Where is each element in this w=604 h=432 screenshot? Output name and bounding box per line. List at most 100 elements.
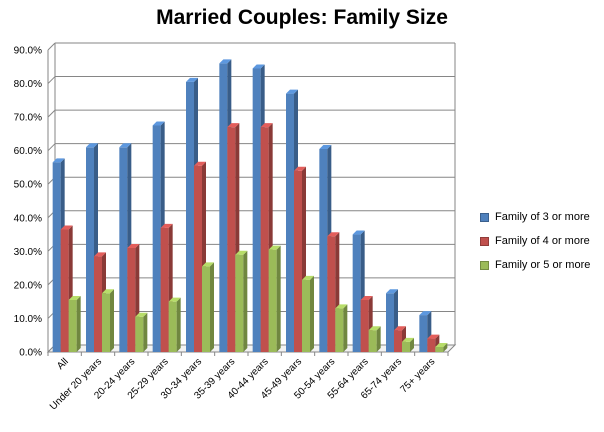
bar-1 [219, 63, 228, 353]
y-tick-label: 10.0% [14, 314, 42, 325]
bar-top-2 [427, 334, 440, 339]
bar-1 [86, 147, 94, 352]
bar-1 [186, 81, 194, 352]
bar-side-3 [310, 275, 314, 352]
bar-1 [252, 68, 261, 352]
bar-side-3 [76, 295, 81, 352]
bar-side-3 [143, 312, 148, 352]
bar-top-3 [135, 312, 148, 317]
bar-top-1 [252, 64, 265, 69]
legend-item-series-3: Family or 5 or more [480, 253, 590, 277]
bar-2 [127, 247, 136, 352]
legend-label-series-3: Family or 5 or more [495, 259, 591, 271]
bar-top-3 [268, 245, 281, 250]
y-tick-label: 20.0% [14, 280, 42, 291]
y-tick-label: 60.0% [14, 146, 42, 157]
legend-item-series-2: Family of 4 or more [480, 229, 590, 253]
bar-2 [260, 127, 269, 352]
y-tick-label: 70.0% [14, 113, 42, 124]
x-tick-label: All [55, 356, 71, 372]
y-tick-label: 40.0% [14, 213, 42, 224]
bar-top-2 [60, 225, 73, 230]
bar-3 [68, 299, 77, 352]
bar-top-3 [102, 289, 114, 294]
gridline-side [47, 76, 56, 84]
bar-top-2 [327, 232, 340, 237]
y-tick-label: 50.0% [14, 180, 42, 191]
legend-swatch-series-3 [480, 260, 489, 270]
bar-top-3 [202, 262, 214, 267]
bar-top-1 [352, 230, 365, 235]
bar-top-1 [86, 143, 98, 148]
bar-3 [402, 341, 410, 352]
bar-side-3 [410, 337, 414, 352]
chart-legend: Family of 3 or more Family of 4 or more … [480, 205, 590, 277]
bar-1 [152, 125, 161, 352]
bar-top-3 [302, 275, 314, 280]
bar-1 [286, 93, 294, 352]
bar-3 [268, 249, 277, 352]
chart-title: Married Couples: Family Size [156, 6, 448, 29]
y-tick-label: 30.0% [14, 247, 42, 258]
bar-2 [194, 165, 202, 352]
bar-2 [160, 227, 169, 352]
gridline-side [47, 109, 56, 118]
bar-top-2 [294, 166, 306, 171]
bar-2 [327, 236, 336, 352]
legend-swatch-series-1 [480, 212, 489, 222]
bar-top-1 [186, 77, 198, 82]
bar-1 [386, 293, 394, 352]
bar-top-3 [168, 297, 181, 302]
bar-top-3 [68, 295, 81, 300]
bar-3 [302, 279, 310, 352]
bar-2 [227, 127, 236, 352]
bar-top-2 [94, 252, 106, 257]
bar-top-3 [368, 326, 381, 331]
bar-top-2 [194, 161, 206, 166]
legend-item-series-1: Family of 3 or more [480, 205, 590, 229]
x-tick-label: 75+ years [398, 356, 437, 395]
bar-top-1 [286, 89, 298, 94]
legend-swatch-series-2 [480, 236, 489, 246]
bar-top-2 [160, 223, 173, 228]
bar-3 [235, 254, 244, 352]
bar-top-2 [127, 243, 140, 248]
bar-top-1 [152, 121, 165, 126]
bar-2 [60, 229, 69, 352]
bar-top-3 [402, 337, 414, 342]
bar-3 [202, 266, 210, 352]
bar-3 [335, 308, 344, 352]
bar-3 [368, 330, 377, 352]
bar-3 [168, 301, 177, 352]
bar-side-3 [276, 245, 281, 352]
bar-2 [360, 299, 369, 352]
bar-top-3 [335, 304, 348, 309]
bar-top-3 [435, 342, 448, 347]
bar-2 [294, 170, 302, 352]
bar-top-2 [260, 123, 273, 128]
bar-top-1 [219, 59, 232, 64]
bar-1 [52, 162, 61, 352]
bar-top-1 [52, 158, 65, 163]
bar-side-3 [243, 250, 248, 352]
bar-1 [352, 234, 361, 352]
y-tick-label: 80.0% [14, 79, 42, 90]
bar-side-3 [210, 262, 214, 352]
legend-label-series-1: Family of 3 or more [495, 211, 590, 223]
bar-top-2 [360, 295, 373, 300]
bar-side-3 [343, 304, 348, 352]
y-tick-label: 0.0% [19, 348, 42, 359]
bar-side-3 [376, 326, 381, 352]
bar-top-2 [394, 326, 406, 331]
bar-side-3 [110, 289, 114, 352]
bar-side-3 [176, 297, 181, 352]
gridline-side [47, 42, 56, 51]
bar-side-3 [443, 342, 448, 352]
bar-2 [427, 338, 436, 352]
bar-1 [419, 315, 428, 352]
bar-2 [394, 330, 402, 352]
y-tick-label: 90.0% [14, 46, 42, 57]
bar-3 [435, 346, 444, 352]
